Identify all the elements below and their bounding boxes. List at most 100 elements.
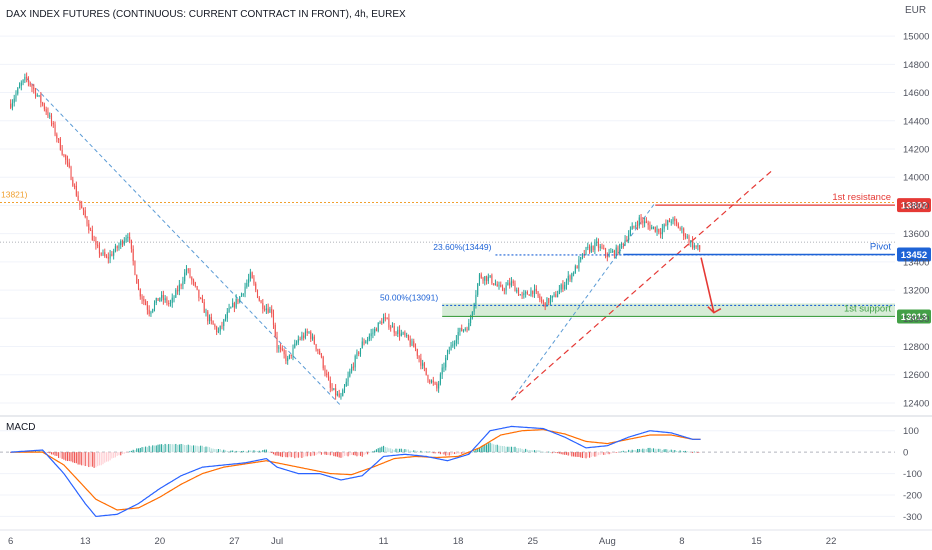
macd-histogram-bar — [512, 446, 514, 453]
candle — [36, 95, 38, 97]
candle — [65, 155, 67, 161]
candle — [178, 284, 180, 292]
candle — [613, 250, 615, 256]
candle — [155, 297, 157, 304]
price-tick-label: 12800 — [903, 342, 929, 353]
macd-histogram-bar — [429, 451, 431, 453]
candle — [74, 185, 76, 187]
candle — [235, 298, 237, 308]
macd-histogram-bar — [622, 450, 624, 453]
macd-histogram-bar — [203, 447, 205, 453]
macd-histogram-bar — [42, 450, 44, 453]
macd-histogram-bar — [319, 452, 321, 454]
candle — [123, 240, 125, 245]
candle — [95, 240, 97, 245]
candle — [59, 138, 61, 150]
macd-histogram-bar — [438, 452, 440, 454]
candle — [311, 336, 314, 339]
candle — [230, 307, 232, 309]
macd-title: MACD — [6, 422, 35, 433]
candle — [343, 386, 346, 391]
trend-lines: 13821) — [0, 78, 895, 407]
macd-histogram-bar — [219, 449, 221, 453]
candle — [86, 217, 88, 224]
candle — [84, 210, 86, 218]
candle — [198, 289, 200, 298]
macd-histogram-bar — [393, 449, 395, 453]
candle — [31, 85, 33, 88]
level-name-label: 1st resistance — [832, 192, 891, 203]
candle — [526, 292, 528, 295]
candle — [184, 272, 186, 282]
candle — [52, 122, 54, 125]
macd-histogram-bar — [271, 452, 273, 454]
macd-histogram-bar — [383, 445, 385, 453]
macd-histogram-bar — [402, 449, 404, 453]
macd-histogram-bar — [354, 452, 356, 456]
macd-histogram-bar — [533, 450, 536, 453]
macd-histogram-bar — [413, 450, 415, 453]
macd-histogram-bar — [109, 452, 111, 461]
candle — [510, 281, 512, 286]
candle — [377, 322, 379, 332]
candle — [310, 331, 312, 339]
macd-histogram-bar — [311, 452, 314, 456]
macd-histogram-bar — [49, 452, 51, 454]
macd-histogram-bar — [690, 452, 692, 453]
candle — [354, 355, 356, 368]
fib-label: 50.00%(13091) — [380, 292, 438, 302]
candle — [612, 250, 614, 253]
macd-histogram-bar — [596, 452, 598, 457]
candle — [351, 366, 353, 372]
macd-histogram-bar — [107, 452, 109, 462]
macd-histogram-bar — [299, 452, 301, 458]
macd-histogram-bar — [363, 452, 365, 456]
macd-histogram-bar — [182, 444, 184, 453]
macd-histogram-bar — [75, 452, 77, 464]
candle — [240, 293, 243, 297]
macd-histogram-bar — [414, 450, 417, 453]
candle — [406, 334, 408, 336]
candle — [359, 348, 362, 355]
candle — [384, 317, 386, 319]
candle — [640, 217, 642, 221]
macd-histogram-bar — [308, 452, 310, 456]
macd-axis: 100 0 -100 -200 -300 — [903, 426, 922, 523]
candle — [427, 374, 429, 381]
candle — [375, 328, 378, 332]
macd-histogram-bar — [445, 452, 447, 456]
macd-histogram-bar — [493, 444, 495, 453]
macd-histogram-bar — [576, 452, 578, 457]
macd-histogram-bar — [38, 449, 40, 453]
macd-histogram-bar — [507, 446, 509, 453]
macd-histogram-bar — [82, 452, 85, 466]
candle — [604, 248, 607, 255]
macd-histogram-bar — [484, 444, 486, 453]
macd-histogram-bar — [425, 451, 427, 453]
candle — [478, 274, 481, 284]
candle — [164, 298, 166, 300]
candle — [56, 134, 58, 139]
macd-histogram-bar — [356, 452, 358, 457]
candle — [175, 289, 177, 298]
candle — [532, 290, 534, 294]
macd-histogram-bar — [301, 452, 303, 458]
macd-histogram-bar — [40, 450, 42, 453]
candle — [358, 352, 360, 355]
candle — [457, 332, 459, 340]
candle — [256, 289, 259, 298]
candle — [629, 229, 631, 235]
candle — [326, 373, 328, 376]
macd-histogram-bar — [164, 443, 166, 453]
macd-histogram-bar — [571, 452, 573, 457]
macd-histogram-bar — [249, 450, 251, 453]
candle — [77, 195, 79, 201]
macd-histogram-bar — [517, 448, 520, 453]
macd-histogram-bar — [610, 452, 612, 454]
candle — [349, 371, 351, 377]
time-tick-label: 25 — [527, 536, 538, 547]
candle — [130, 239, 132, 249]
candle — [226, 311, 228, 319]
macd-histogram-bar — [597, 452, 599, 456]
